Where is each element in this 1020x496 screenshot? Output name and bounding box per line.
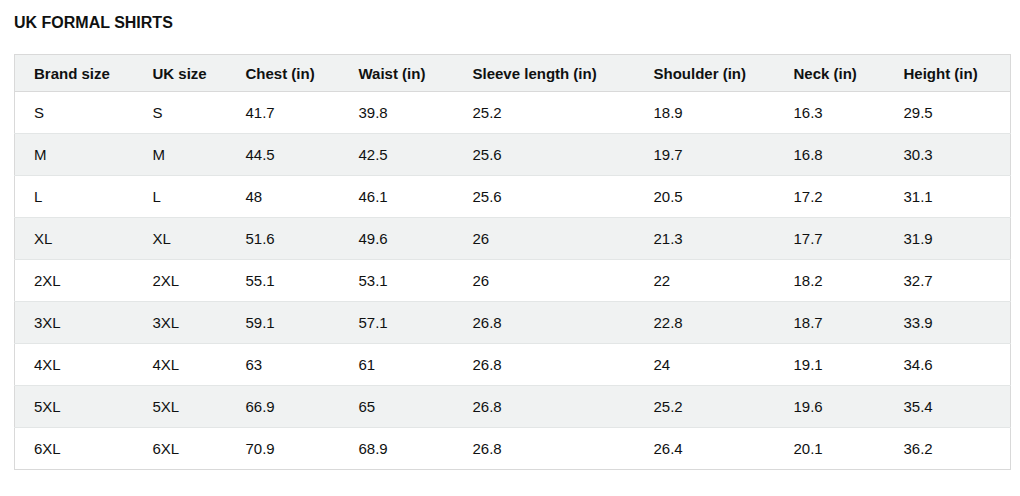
column-header: Sleeve length (in): [454, 55, 635, 92]
table-cell: 20.1: [775, 428, 885, 470]
table-cell: 21.3: [635, 218, 775, 260]
table-cell: 16.3: [775, 92, 885, 134]
table-row: XLXL51.649.62621.317.731.9: [15, 218, 1011, 260]
table-cell: S: [15, 92, 134, 134]
table-cell: 26.8: [454, 302, 635, 344]
table-cell: 2XL: [134, 260, 227, 302]
table-cell: L: [134, 176, 227, 218]
table-cell: 57.1: [340, 302, 454, 344]
table-cell: 26: [454, 260, 635, 302]
table-cell: 49.6: [340, 218, 454, 260]
table-cell: 24: [635, 344, 775, 386]
table-cell: 3XL: [15, 302, 134, 344]
table-cell: 29.5: [885, 92, 1011, 134]
table-cell: 19.7: [635, 134, 775, 176]
table-cell: M: [15, 134, 134, 176]
column-header: Height (in): [885, 55, 1011, 92]
table-cell: 31.9: [885, 218, 1011, 260]
table-cell: 26.8: [454, 386, 635, 428]
table-cell: 17.2: [775, 176, 885, 218]
table-cell: 39.8: [340, 92, 454, 134]
table-cell: 35.4: [885, 386, 1011, 428]
column-header: Neck (in): [775, 55, 885, 92]
table-row: 6XL6XL70.968.926.826.420.136.2: [15, 428, 1011, 470]
table-cell: 48: [227, 176, 340, 218]
column-header: Chest (in): [227, 55, 340, 92]
table-cell: XL: [15, 218, 134, 260]
table-cell: 33.9: [885, 302, 1011, 344]
table-cell: 20.5: [635, 176, 775, 218]
table-cell: 18.9: [635, 92, 775, 134]
size-chart-table: Brand sizeUK sizeChest (in)Waist (in)Sle…: [14, 54, 1011, 470]
table-cell: 25.6: [454, 134, 635, 176]
table-cell: 59.1: [227, 302, 340, 344]
table-cell: M: [134, 134, 227, 176]
table-cell: 25.2: [454, 92, 635, 134]
table-cell: 34.6: [885, 344, 1011, 386]
table-row: 2XL2XL55.153.1262218.232.7: [15, 260, 1011, 302]
column-header: UK size: [134, 55, 227, 92]
table-cell: 25.6: [454, 176, 635, 218]
table-cell: 41.7: [227, 92, 340, 134]
table-cell: 32.7: [885, 260, 1011, 302]
size-chart-page: UK FORMAL SHIRTS Brand sizeUK sizeChest …: [0, 0, 1020, 496]
table-cell: 70.9: [227, 428, 340, 470]
table-cell: 36.2: [885, 428, 1011, 470]
table-cell: 19.6: [775, 386, 885, 428]
table-header-row: Brand sizeUK sizeChest (in)Waist (in)Sle…: [15, 55, 1011, 92]
table-row: 5XL5XL66.96526.825.219.635.4: [15, 386, 1011, 428]
column-header: Shoulder (in): [635, 55, 775, 92]
table-cell: 46.1: [340, 176, 454, 218]
table-cell: S: [134, 92, 227, 134]
table-header: Brand sizeUK sizeChest (in)Waist (in)Sle…: [15, 55, 1011, 92]
table-cell: 22.8: [635, 302, 775, 344]
table-cell: 44.5: [227, 134, 340, 176]
table-cell: 4XL: [134, 344, 227, 386]
table-cell: 6XL: [15, 428, 134, 470]
table-cell: 61: [340, 344, 454, 386]
page-title: UK FORMAL SHIRTS: [14, 13, 1010, 32]
table-cell: 42.5: [340, 134, 454, 176]
table-row: 3XL3XL59.157.126.822.818.733.9: [15, 302, 1011, 344]
table-cell: 31.1: [885, 176, 1011, 218]
table-cell: 68.9: [340, 428, 454, 470]
table-cell: 66.9: [227, 386, 340, 428]
table-cell: 26: [454, 218, 635, 260]
table-row: MM44.542.525.619.716.830.3: [15, 134, 1011, 176]
table-cell: 55.1: [227, 260, 340, 302]
table-cell: 30.3: [885, 134, 1011, 176]
table-cell: 3XL: [134, 302, 227, 344]
table-cell: 26.4: [635, 428, 775, 470]
column-header: Waist (in): [340, 55, 454, 92]
table-body: SS41.739.825.218.916.329.5MM44.542.525.6…: [15, 92, 1011, 470]
table-cell: XL: [134, 218, 227, 260]
table-cell: 2XL: [15, 260, 134, 302]
column-header: Brand size: [15, 55, 134, 92]
table-cell: 18.2: [775, 260, 885, 302]
table-cell: 53.1: [340, 260, 454, 302]
table-cell: 19.1: [775, 344, 885, 386]
table-cell: 63: [227, 344, 340, 386]
table-cell: 16.8: [775, 134, 885, 176]
table-cell: 17.7: [775, 218, 885, 260]
table-cell: 26.8: [454, 344, 635, 386]
table-cell: 51.6: [227, 218, 340, 260]
table-cell: 18.7: [775, 302, 885, 344]
table-cell: 22: [635, 260, 775, 302]
table-cell: 5XL: [15, 386, 134, 428]
table-cell: 4XL: [15, 344, 134, 386]
table-cell: 6XL: [134, 428, 227, 470]
table-cell: 25.2: [635, 386, 775, 428]
table-row: SS41.739.825.218.916.329.5: [15, 92, 1011, 134]
table-cell: 5XL: [134, 386, 227, 428]
table-cell: L: [15, 176, 134, 218]
table-cell: 65: [340, 386, 454, 428]
table-row: 4XL4XL636126.82419.134.6: [15, 344, 1011, 386]
table-cell: 26.8: [454, 428, 635, 470]
table-row: LL4846.125.620.517.231.1: [15, 176, 1011, 218]
